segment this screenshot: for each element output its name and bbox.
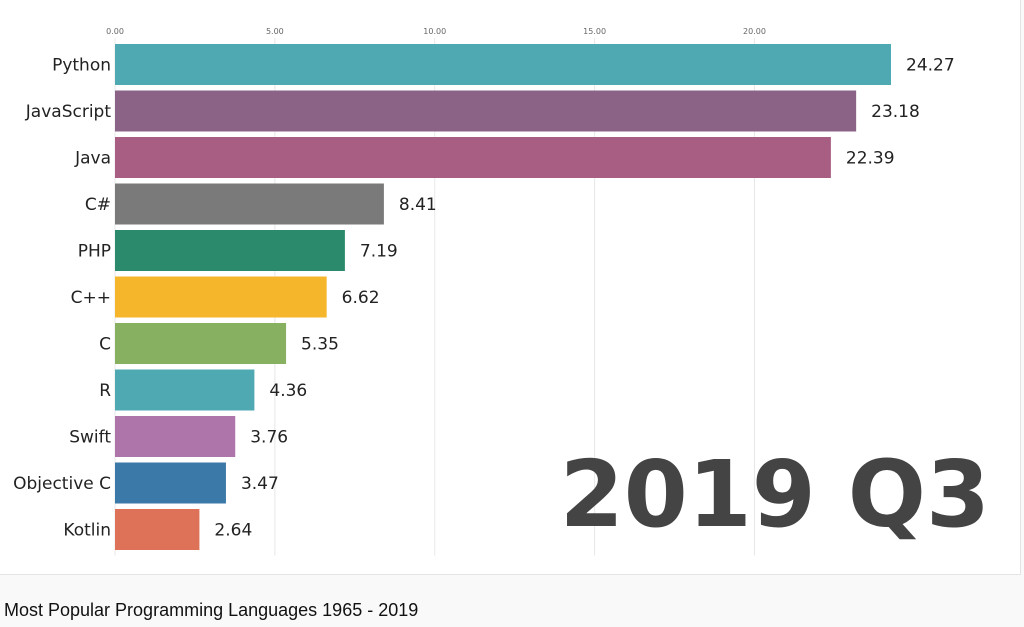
value-label: 7.19 [360,242,398,262]
category-label: C# [85,195,111,215]
bar-c- [115,276,327,318]
bar-java [115,137,831,178]
value-label: 6.62 [342,288,380,308]
category-label: PHP [78,242,111,262]
bar-chart: 0.00 5.00 10.00 15.00 20.00 Python 24.27JavaS… [13,27,990,556]
bars: Python 24.27 JavaScript 23.18 Java 22.39 C# 8.4… [13,44,955,550]
value-label: 23.18 [871,102,920,122]
value-label: 22.39 [846,149,895,169]
period-label: 2019 Q3 [560,441,990,548]
bar-python [115,44,891,85]
category-label: Python [52,56,111,76]
x-tick-label: 20.00 [743,27,766,36]
category-label: Objective C [13,474,111,494]
video-title[interactable]: Most Popular Programming Languages 1965 … [4,600,419,620]
category-label: JavaScript [25,102,112,122]
bar-javascript [115,90,857,132]
bar-c [115,323,287,364]
value-label: 24.27 [906,56,955,76]
category-label: Java [74,149,111,169]
value-label: 3.76 [250,428,288,448]
category-label: Swift [69,428,111,448]
bar-php [115,230,345,271]
value-label: 4.36 [269,381,307,401]
chart-frame: 0.00 5.00 10.00 15.00 20.00 Python 24.27 JavaS… [0,0,1021,575]
category-label: Kotlin [63,521,111,541]
category-label: C [99,335,111,355]
value-label: 2.64 [214,521,252,541]
category-label: R [99,381,111,401]
bar-objective-c [115,462,226,504]
x-axis-ticks: 0.00 5.00 10.00 15.00 20.00 [106,27,766,36]
x-tick-label: 15.00 [583,27,606,36]
value-label: 3.47 [241,474,279,494]
bar-swift [115,416,236,457]
x-tick-label: 5.00 [266,27,284,36]
bar-c- [115,183,384,225]
category-label: C++ [71,288,111,308]
x-tick-label: 10.00 [423,27,446,36]
bar-r [115,369,255,411]
value-label: 8.41 [399,195,437,215]
value-label: 5.35 [301,335,339,355]
x-tick-label: 0.00 [106,27,124,36]
bar-kotlin [115,509,200,550]
